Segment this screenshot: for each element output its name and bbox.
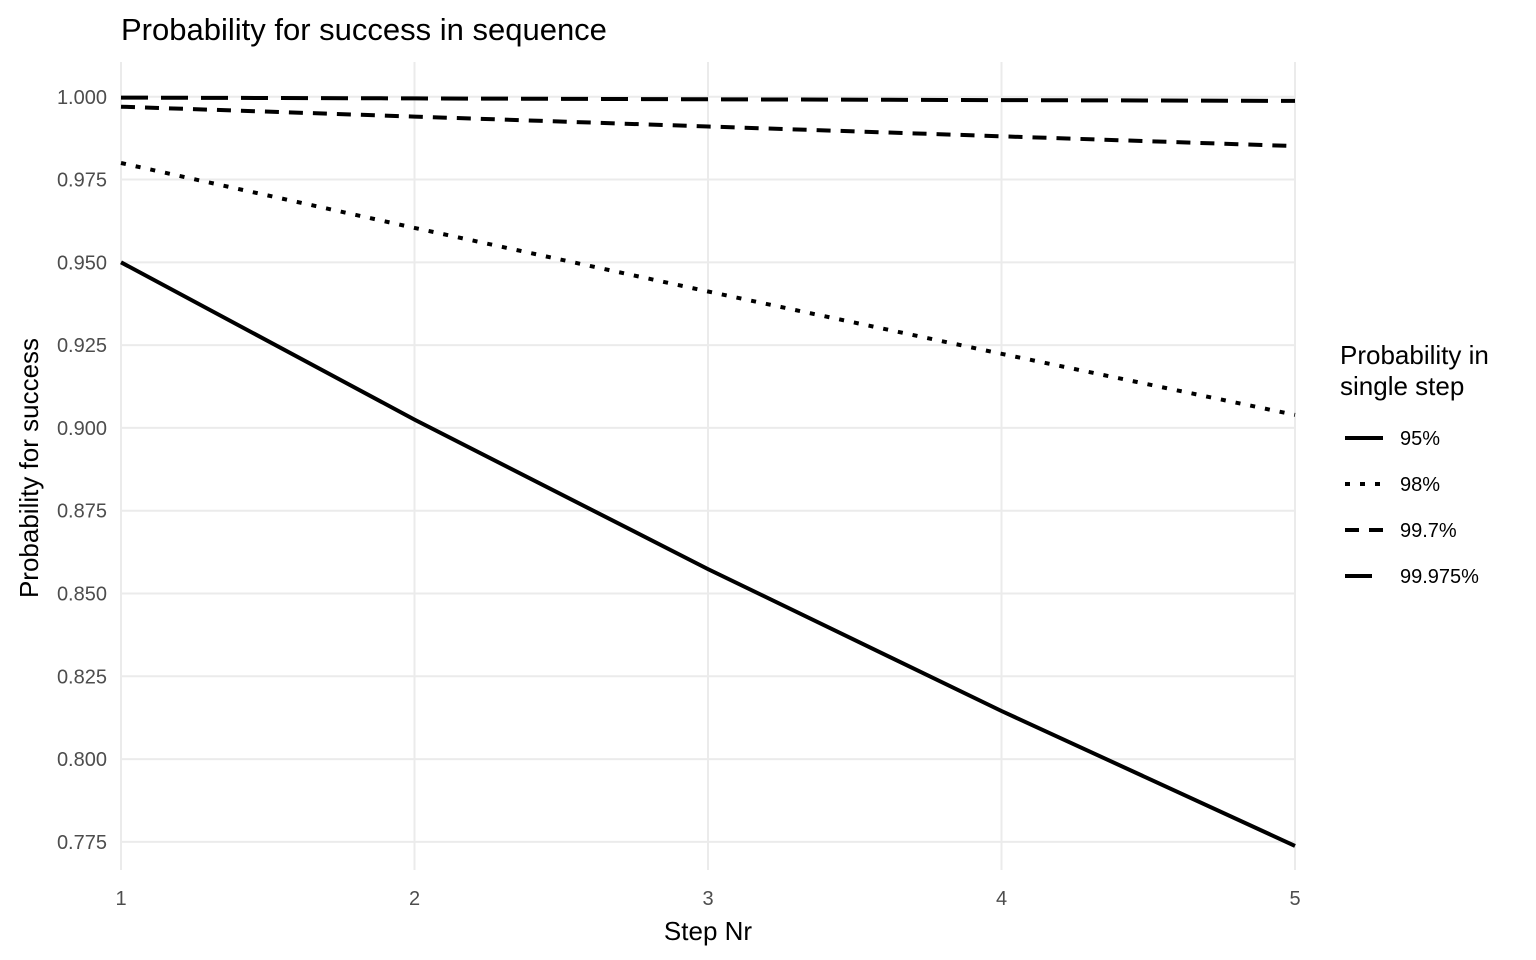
- y-tick-label: 0.950: [57, 252, 107, 274]
- x-tick-label: 1: [115, 888, 126, 910]
- y-tick-label: 0.975: [57, 170, 107, 192]
- y-tick-label: 0.775: [57, 832, 107, 854]
- y-tick-label: 1.000: [57, 87, 107, 109]
- series-line-1: [120, 260, 1296, 848]
- y-tick-label: 0.800: [57, 749, 107, 771]
- y-axis-title: Probability for success: [14, 338, 44, 598]
- series-lines: [120, 95, 1296, 848]
- x-tick-label: 4: [996, 888, 1007, 910]
- y-axis-ticks: 0.775 0.800 0.825 0.850 0.875 0.900 0.925 0.950…: [57, 87, 107, 854]
- y-tick-label: 0.825: [57, 666, 107, 688]
- legend-label-1: 95%: [1400, 428, 1440, 450]
- y-tick-label: 0.900: [57, 418, 107, 440]
- series-line-2: [120, 161, 1296, 417]
- series-line-4: [120, 95, 1296, 103]
- x-tick-label: 2: [409, 888, 420, 910]
- grid: [120, 62, 1296, 870]
- legend-label-2: 98%: [1400, 474, 1440, 496]
- legend-label-3: 99.7%: [1400, 520, 1457, 542]
- legend-label-4: 99.975%: [1400, 566, 1479, 588]
- x-axis-title: Step Nr: [664, 916, 752, 946]
- y-tick-label: 0.875: [57, 501, 107, 523]
- series-line-3: [120, 104, 1296, 149]
- y-tick-label: 0.925: [57, 335, 107, 357]
- y-tick-label: 0.850: [57, 583, 107, 605]
- legend: Probability in single step 95% 98% 99.7% 99…: [1340, 340, 1489, 588]
- chart-title: Probability for success in sequence: [121, 12, 607, 47]
- x-tick-label: 3: [702, 888, 713, 910]
- legend-title-line-1: Probability in: [1340, 340, 1489, 370]
- x-axis-ticks: 1 2 3 4 5: [115, 888, 1300, 910]
- x-tick-label: 5: [1289, 888, 1300, 910]
- legend-title-line-2: single step: [1340, 371, 1464, 401]
